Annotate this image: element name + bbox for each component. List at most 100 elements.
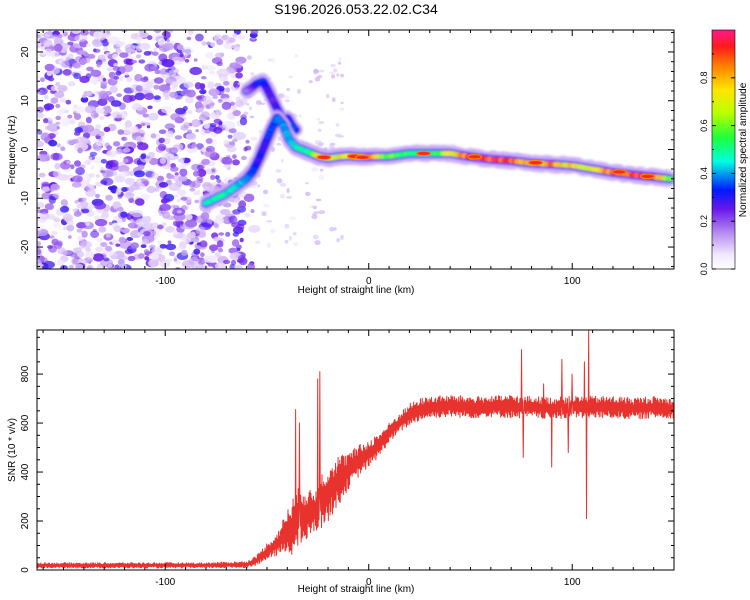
noise-blob [117, 129, 125, 135]
noise-blob [48, 195, 56, 204]
noise-blob [159, 243, 167, 249]
noise-blob [81, 197, 87, 202]
noise-blob [109, 85, 118, 94]
noise-blob [222, 34, 230, 42]
noise-blob [115, 40, 123, 48]
noise-blob [130, 242, 139, 249]
noise-blob [38, 212, 50, 220]
noise-blob [44, 48, 53, 54]
colorbar-tick-label: 0.0 [699, 263, 709, 276]
noise-blob [44, 40, 51, 47]
noise-region [37, 30, 345, 269]
noise-blob [103, 60, 108, 65]
noise-blob [50, 34, 59, 40]
noise-blob [75, 136, 89, 145]
noise-blob [235, 72, 243, 79]
noise-blob [40, 132, 50, 141]
spectrogram-xtick-label: -100 [155, 276, 175, 287]
trace-layer [199, 72, 674, 213]
noise-blob [316, 117, 321, 121]
noise-blob [66, 161, 71, 165]
noise-blob [61, 48, 68, 54]
noise-blob [255, 240, 261, 244]
noise-blob [60, 146, 66, 151]
noise-blob [95, 138, 106, 147]
noise-blob [135, 104, 144, 111]
noise-blob [221, 156, 233, 165]
noise-blob [100, 242, 108, 247]
noise-blob [37, 241, 42, 247]
noise-blob [159, 203, 171, 211]
noise-blob [318, 121, 325, 124]
noise-blob [127, 222, 139, 229]
noise-blob [245, 139, 250, 144]
noise-blob [131, 125, 139, 133]
colorbar-label: Normalized spectral amplitude [738, 82, 749, 217]
noise-blob [246, 55, 252, 60]
noise-blob [195, 190, 201, 196]
noise-blob [103, 257, 110, 262]
noise-blob [123, 64, 133, 73]
noise-blob [135, 135, 143, 142]
noise-blob [314, 140, 322, 145]
noise-blob [118, 76, 124, 82]
noise-blob [158, 61, 162, 65]
noise-blob [120, 170, 128, 178]
noise-blob [174, 194, 179, 198]
colorbar-gradient [711, 29, 736, 270]
noise-blob [153, 47, 158, 52]
noise-blob [276, 178, 283, 184]
noise-blob [41, 192, 51, 200]
noise-blob [318, 175, 325, 180]
spectrogram-ylabel: Frequency (Hz) [7, 116, 18, 185]
noise-blob [37, 259, 42, 266]
noise-blob [154, 30, 162, 34]
trace-peak [528, 160, 544, 166]
noise-blob [95, 193, 100, 199]
noise-blob [247, 262, 255, 269]
colorbar-tick-label: 0.8 [699, 72, 709, 85]
noise-blob [72, 106, 85, 114]
noise-blob [197, 107, 204, 113]
noise-blob [209, 102, 215, 106]
noise-blob [62, 31, 68, 37]
noise-blob [335, 123, 340, 127]
noise-blob [165, 130, 174, 138]
noise-blob [227, 134, 233, 139]
noise-blob [55, 103, 61, 109]
noise-blob [144, 122, 151, 126]
noise-blob [138, 59, 146, 64]
noise-blob [157, 224, 164, 230]
noise-blob [289, 216, 297, 220]
noise-blob [226, 145, 237, 153]
noise-blob [105, 194, 113, 201]
noise-blob [173, 156, 180, 160]
noise-blob [331, 97, 336, 103]
noise-blob [172, 229, 178, 236]
noise-blob [40, 77, 45, 83]
noise-blob [148, 259, 159, 268]
noise-blob [243, 111, 249, 116]
noise-blob [232, 159, 240, 166]
noise-blob [74, 200, 79, 204]
noise-blob [67, 235, 72, 239]
snr-ytick-label: 800 [20, 365, 31, 382]
noise-blob [164, 152, 175, 160]
noise-blob [258, 129, 263, 134]
noise-blob [336, 73, 340, 77]
noise-blob [262, 189, 269, 195]
noise-blob [80, 96, 89, 103]
noise-blob [99, 116, 105, 120]
noise-blob [237, 35, 245, 40]
noise-blob [127, 255, 136, 262]
noise-blob [157, 143, 167, 151]
noise-blob [37, 129, 43, 135]
noise-blob [250, 30, 259, 35]
noise-blob [277, 93, 285, 98]
noise-blob [88, 156, 93, 162]
noise-blob [185, 219, 198, 228]
noise-blob [199, 89, 207, 95]
noise-blob [100, 167, 106, 171]
noise-blob [179, 79, 187, 84]
